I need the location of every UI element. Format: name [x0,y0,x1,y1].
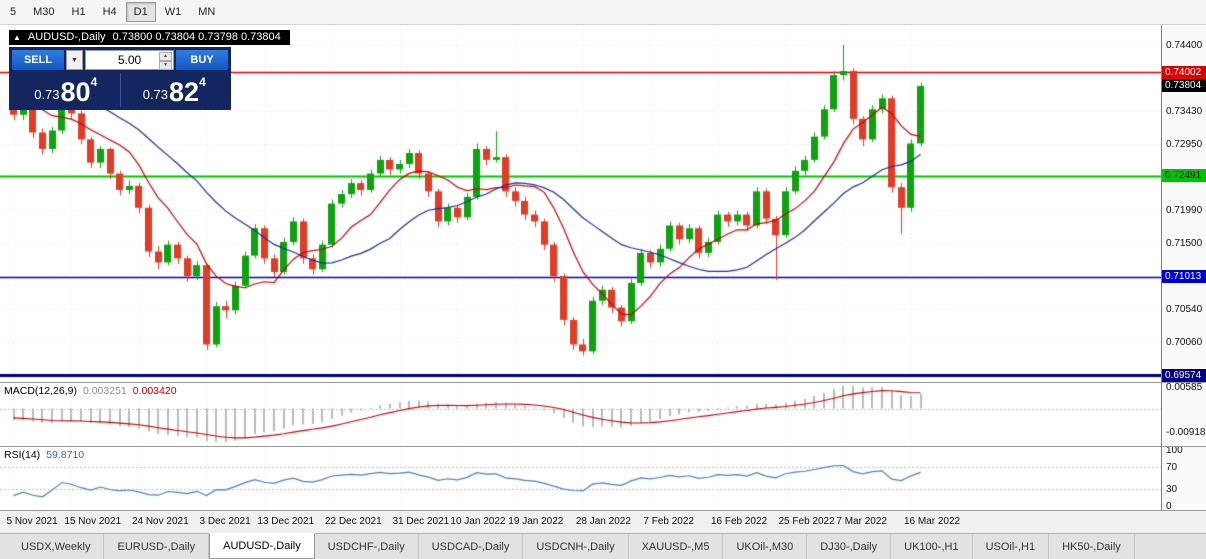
date-axis-label: 13 Dec 2021 [257,516,315,527]
sell-price-big: 80 [60,77,91,107]
one-click-trade-panel: SELL ▼ ▲ ▼ BUY 0.73 80 4 0.73 82 4 [9,47,231,110]
chart-tab-usdcad-daily[interactable]: USDCAD-,Daily [419,534,524,559]
period-button-m30[interactable]: M30 [33,6,55,18]
chart-tabs-bar: USDX,Weekly EURUSD-,Daily AUDUSD-,Daily USD… [0,533,1206,559]
date-axis-label: 28 Jan 2022 [575,516,631,527]
chart-tab-eurusd-daily[interactable]: EURUSD-,Daily [104,534,210,559]
period-button-5[interactable]: 5 [10,6,17,18]
buy-price-big: 82 [169,77,200,107]
period-button-mn[interactable]: MN [198,6,216,18]
price-axis-label: 0.70060 [1166,336,1203,348]
date-axis-label: 7 Feb 2022 [643,516,694,527]
period-button-h1[interactable]: H1 [71,6,86,18]
macd-name: MACD(12,26,9) [4,385,77,397]
spinner-down-icon[interactable]: ▼ [159,61,172,70]
price-axis-label: 0.70540 [1166,303,1203,315]
price-axis-label: 0.73430 [1166,106,1203,118]
chevron-down-icon: ▼ [71,56,78,64]
price-axis-label: 0.71990 [1166,204,1203,216]
date-axis-label: 24 Nov 2021 [131,516,189,527]
symbol-title-text: AUDUSD-,Daily [27,31,106,43]
date-axis-label: 22 Dec 2021 [324,516,382,527]
macd-value-signal: 0.003420 [132,385,177,397]
rsi-label: RSI(14) 59.8710 [4,449,84,461]
date-axis-label: 3 Dec 2021 [199,516,251,527]
chart-tab-usdx-weekly[interactable]: USDX,Weekly [8,534,105,559]
buy-price-prefix: 0.73 [142,87,169,102]
macd-axis-label: -0.00918 [1166,427,1206,438]
date-axis-label: 16 Mar 2022 [903,516,961,527]
chart-tab-usdchf-daily[interactable]: USDCHF-,Daily [315,534,419,559]
chart-tab-ukoil-m30[interactable]: UKOil-,M30 [723,534,808,559]
period-toolbar: 5 M30 H1 H4 D1 W1 MN [0,0,1206,25]
date-axis-label: 7 Mar 2022 [836,516,887,527]
symbol-title-ohlc: 0.73800 0.73804 0.73798 0.73804 [112,31,281,43]
chart-tab-hk50-daily[interactable]: HK50-,Daily [1049,534,1135,559]
price-badge: 0.69574 [1162,368,1206,382]
price-axis[interactable]: 0.74400 0.74002 0.73804 0.73430 0.72950 0.724… [1161,25,1206,512]
period-button-d1[interactable]: D1 [125,2,156,22]
date-axis-label: 15 Nov 2021 [64,516,122,527]
date-axis-label: 19 Jan 2022 [508,516,564,527]
macd-axis-label: 0.00585 [1166,382,1203,393]
rsi-axis-label: 70 [1166,461,1178,473]
rsi-value: 59.8710 [46,449,85,461]
sell-price-sup: 4 [90,75,98,89]
chart-tab-audusd-daily[interactable]: AUDUSD-,Daily [209,533,315,559]
date-axis-label: 10 Jan 2022 [450,516,506,527]
macd-label: MACD(12,26,9) 0.003251 0.003420 [4,385,177,397]
period-button-w1[interactable]: W1 [164,6,182,18]
panel-separator[interactable] [0,446,1206,447]
rsi-axis-label: 30 [1166,484,1178,496]
date-axis-label: 5 Nov 2021 [6,516,58,527]
sell-price-prefix: 0.73 [34,87,60,102]
rsi-name: RSI(14) [4,449,41,461]
buy-price[interactable]: 0.73 82 4 [119,73,229,107]
chart-window-icon: ▲ [13,33,21,42]
date-axis-label: 31 Dec 2021 [392,516,450,527]
date-axis-label: 25 Feb 2022 [778,516,835,527]
spinner-up-icon[interactable]: ▲ [159,52,172,61]
chart-tab-xauusd-m5[interactable]: XAUUSD-,M5 [629,534,724,559]
rsi-axis-label: 0 [1166,501,1172,512]
price-badge: 0.71013 [1162,270,1206,284]
volume-field-wrap: ▲ ▼ [85,50,174,70]
date-axis[interactable]: 5 Nov 2021 15 Nov 2021 24 Nov 2021 3 Dec 20… [0,510,1206,533]
panel-separator[interactable] [0,382,1206,383]
sell-button[interactable]: SELL [12,50,64,70]
symbol-title: ▲ AUDUSD-,Daily 0.73800 0.73804 0.73798 … [9,30,290,45]
chart-tab-dj30-daily[interactable]: DJ30-,Daily [807,534,892,559]
buy-price-sup: 4 [199,75,206,89]
macd-value-hist: 0.003251 [82,385,127,397]
price-axis-label: 0.71500 [1166,238,1203,250]
sell-price[interactable]: 0.73 80 4 [12,73,120,107]
chart-window: ▲ AUDUSD-,Daily 0.73800 0.73804 0.73798 … [0,25,1161,510]
date-axis-label: 16 Feb 2022 [710,516,768,527]
chart-tab-usdcnh-daily[interactable]: USDCNH-,Daily [523,534,629,559]
volume-input[interactable] [86,51,173,69]
price-axis-label: 0.72950 [1166,139,1203,151]
chart-tab-usoil-h1[interactable]: USOil-,H1 [973,534,1050,559]
volume-dropdown-button[interactable]: ▼ [66,50,83,70]
rsi-axis-label: 100 [1166,445,1183,456]
price-axis-label: 0.74400 [1166,40,1203,51]
buy-button[interactable]: BUY [176,50,228,70]
period-button-h4[interactable]: H4 [102,6,117,18]
price-badge: 0.72491 [1162,169,1206,183]
chart-tab-uk100-h1[interactable]: UK100-,H1 [891,534,973,559]
price-badge: 0.74002 [1162,65,1206,79]
volume-spinner: ▲ ▼ [159,52,172,70]
price-badge: 0.73804 [1162,79,1206,93]
